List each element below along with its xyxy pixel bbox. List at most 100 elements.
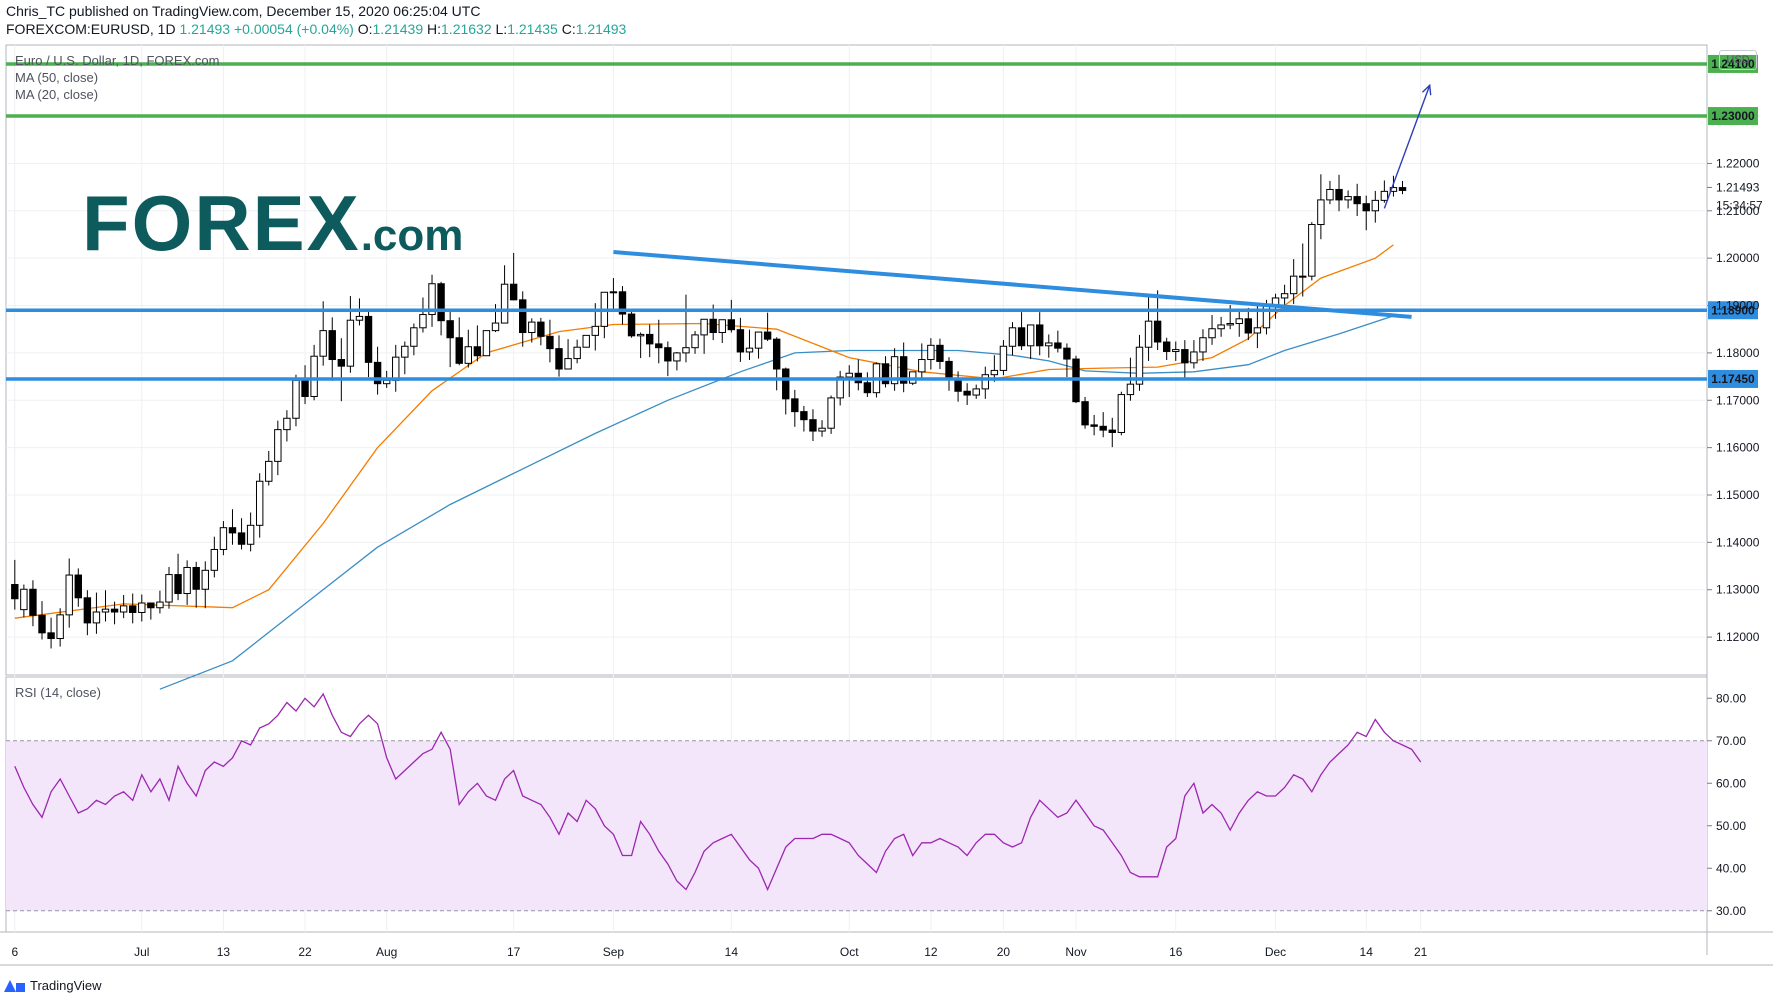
candle	[763, 312, 772, 342]
candle	[890, 348, 899, 391]
close-label: C:	[561, 21, 576, 37]
candle-body	[119, 605, 128, 613]
candle-body	[700, 318, 708, 336]
candle	[147, 602, 155, 620]
candle-body	[292, 379, 300, 419]
candle	[292, 374, 300, 427]
candle-body	[528, 321, 536, 334]
candle	[301, 365, 309, 405]
candle	[1036, 312, 1044, 356]
candle	[754, 331, 763, 359]
chart-frame-main	[5, 44, 1708, 676]
candle	[845, 365, 853, 397]
candle	[782, 367, 790, 415]
candle-body	[337, 359, 346, 367]
currency-button[interactable]: USD	[1719, 50, 1757, 70]
candle	[609, 278, 618, 310]
rsi-tick-label: 80.00	[1716, 691, 1746, 705]
candle-body	[809, 419, 817, 432]
candle-body	[1280, 293, 1289, 299]
candle	[736, 317, 745, 362]
candle-body	[183, 566, 191, 595]
price-tick-label: 1.20000	[1716, 251, 1760, 265]
candle	[827, 395, 835, 434]
candle-body	[1162, 341, 1171, 352]
candle	[1162, 337, 1171, 360]
candle-body	[1208, 328, 1216, 339]
candle-body	[791, 398, 799, 413]
candle-body	[1380, 190, 1389, 201]
candle	[1217, 316, 1225, 337]
candle-body	[392, 356, 400, 381]
candle	[981, 366, 989, 399]
candle	[618, 286, 627, 325]
candle-body	[92, 611, 101, 624]
candle	[274, 420, 282, 476]
axis-layer: 1.22000 1.21000 1.20000 1.19000 1.18000 1.170…	[11, 156, 1763, 959]
candle-body	[546, 335, 554, 350]
candle-body	[881, 363, 890, 385]
current-price-label: 1.21493	[1716, 180, 1760, 194]
chart-title-legend: Euro / U.S. Dollar, 1D, FOREX.com	[15, 53, 220, 68]
candle	[945, 357, 953, 391]
candle	[745, 329, 754, 360]
candle	[691, 331, 699, 354]
candle-body	[736, 329, 745, 353]
footer-brand: TradingView	[30, 978, 102, 993]
candle	[772, 337, 781, 391]
candle	[310, 344, 318, 401]
candle	[528, 318, 536, 343]
rsi-layer	[6, 692, 1707, 912]
candle	[410, 323, 418, 356]
candle	[446, 309, 454, 368]
time-tick-label: Aug	[376, 945, 397, 959]
candle	[1099, 412, 1107, 438]
candle-body	[1108, 429, 1116, 433]
candle-body	[138, 602, 146, 613]
time-tick-label: 20	[997, 945, 1011, 959]
candle-body	[1126, 383, 1135, 396]
level-layer: 1.24100 1.23000 1.18900 1.17450	[6, 54, 1758, 388]
candle	[836, 370, 844, 406]
candle	[174, 553, 182, 601]
candle-body	[274, 429, 282, 462]
candle-body	[246, 524, 255, 545]
candle-body	[455, 337, 463, 364]
candle	[936, 338, 944, 369]
candle	[1190, 340, 1198, 369]
price-tick-label: 1.17000	[1716, 393, 1760, 407]
price-tick-label: 1.21000	[1716, 204, 1760, 218]
candle-body	[219, 527, 228, 550]
candle	[1317, 174, 1325, 240]
candle	[201, 561, 209, 609]
candle-body	[156, 601, 164, 609]
candle	[129, 593, 137, 624]
candle-body	[1172, 349, 1180, 352]
candle-body	[990, 369, 999, 376]
candle-body	[827, 397, 835, 429]
candle	[1253, 305, 1262, 349]
candle-body	[1117, 394, 1126, 433]
low-value: 1.21435	[507, 21, 558, 37]
candle-body	[673, 352, 681, 362]
candle-body	[20, 588, 28, 611]
candle-body	[1217, 324, 1225, 330]
candle-body	[1008, 327, 1017, 347]
candle-body	[1135, 346, 1144, 385]
candle-body	[192, 566, 200, 590]
time-tick-label: Jul	[134, 945, 149, 959]
candle-body	[1389, 187, 1398, 192]
candle-body	[265, 460, 273, 482]
ma20-line	[14, 244, 1394, 619]
rsi-legend: RSI (14, close)	[15, 685, 101, 700]
candle-body	[800, 411, 808, 421]
candle-body	[1226, 323, 1234, 326]
candle	[165, 567, 173, 609]
candle-body	[1036, 324, 1044, 347]
candle-body	[718, 319, 726, 334]
tradingview-footer: TradingView	[4, 978, 102, 993]
candle	[999, 340, 1008, 376]
candle	[1344, 190, 1352, 209]
candle-body	[763, 331, 772, 340]
